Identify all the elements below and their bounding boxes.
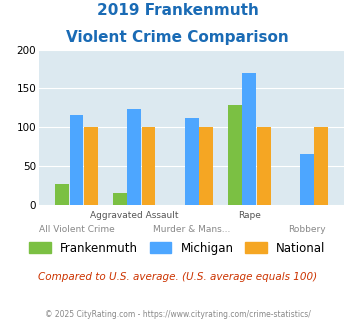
Text: Compared to U.S. average. (U.S. average equals 100): Compared to U.S. average. (U.S. average … xyxy=(38,272,317,282)
Bar xyxy=(185,118,198,205)
Bar xyxy=(113,193,127,205)
Text: Violent Crime Comparison: Violent Crime Comparison xyxy=(66,30,289,45)
Legend: Frankenmuth, Michigan, National: Frankenmuth, Michigan, National xyxy=(25,237,330,259)
Bar xyxy=(127,109,141,205)
Bar xyxy=(228,105,242,205)
Text: Murder & Mans...: Murder & Mans... xyxy=(153,225,230,234)
Text: Rape: Rape xyxy=(238,211,261,220)
Bar xyxy=(84,127,98,205)
Text: Robbery: Robbery xyxy=(288,225,326,234)
Text: © 2025 CityRating.com - https://www.cityrating.com/crime-statistics/: © 2025 CityRating.com - https://www.city… xyxy=(45,310,310,319)
Bar xyxy=(300,154,314,205)
Bar xyxy=(242,73,256,205)
Bar xyxy=(55,184,69,205)
Bar xyxy=(70,115,83,205)
Bar xyxy=(315,127,328,205)
Bar xyxy=(142,127,155,205)
Text: Aggravated Assault: Aggravated Assault xyxy=(90,211,178,220)
Text: All Violent Crime: All Violent Crime xyxy=(39,225,114,234)
Text: 2019 Frankenmuth: 2019 Frankenmuth xyxy=(97,3,258,18)
Bar xyxy=(199,127,213,205)
Bar xyxy=(257,127,271,205)
